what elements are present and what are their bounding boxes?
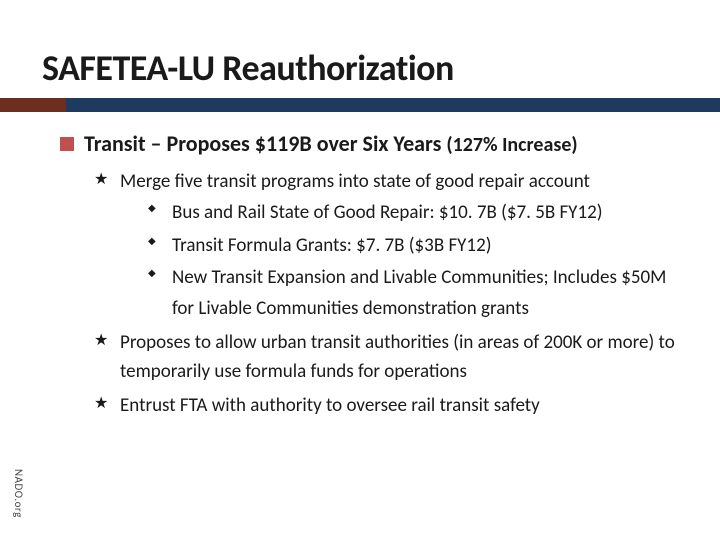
section-header: Transit – Proposes $119B over Six Years …: [60, 130, 678, 157]
section-rest: – Proposes $119B over Six Years: [146, 130, 447, 157]
bullet-text: Proposes to allow urban transit authorit…: [120, 331, 675, 383]
title-bar-accent: [0, 98, 66, 112]
list-item: Merge five transit programs into state o…: [94, 167, 678, 324]
square-bullet-icon: [60, 137, 74, 151]
list-item: Proposes to allow urban transit authorit…: [94, 328, 678, 387]
bullet-text: Entrust FTA with authority to oversee ra…: [120, 394, 540, 417]
sub-item: New Transit Expansion and Livable Commun…: [148, 263, 678, 324]
title-bar: [0, 98, 720, 112]
title-bar-main: [66, 98, 720, 112]
section-suffix: (127% Increase): [446, 133, 577, 157]
footer-label: NADO.org: [12, 469, 25, 518]
section-prefix: Transit: [84, 130, 146, 157]
sub-item: Transit Formula Grants: $7. 7B ($3B FY12…: [148, 231, 678, 261]
sub-list: Bus and Rail State of Good Repair: $10. …: [148, 198, 678, 324]
slide: SAFETEA-LU Reauthorization Transit – Pro…: [0, 0, 720, 540]
list-item: Entrust FTA with authority to oversee ra…: [94, 391, 678, 420]
bullet-text: Merge five transit programs into state o…: [120, 170, 590, 193]
slide-title: SAFETEA-LU Reauthorization: [42, 46, 678, 90]
sub-item: Bus and Rail State of Good Repair: $10. …: [148, 198, 678, 228]
bullet-list: Merge five transit programs into state o…: [94, 167, 678, 420]
section-text: Transit – Proposes $119B over Six Years …: [84, 130, 578, 157]
